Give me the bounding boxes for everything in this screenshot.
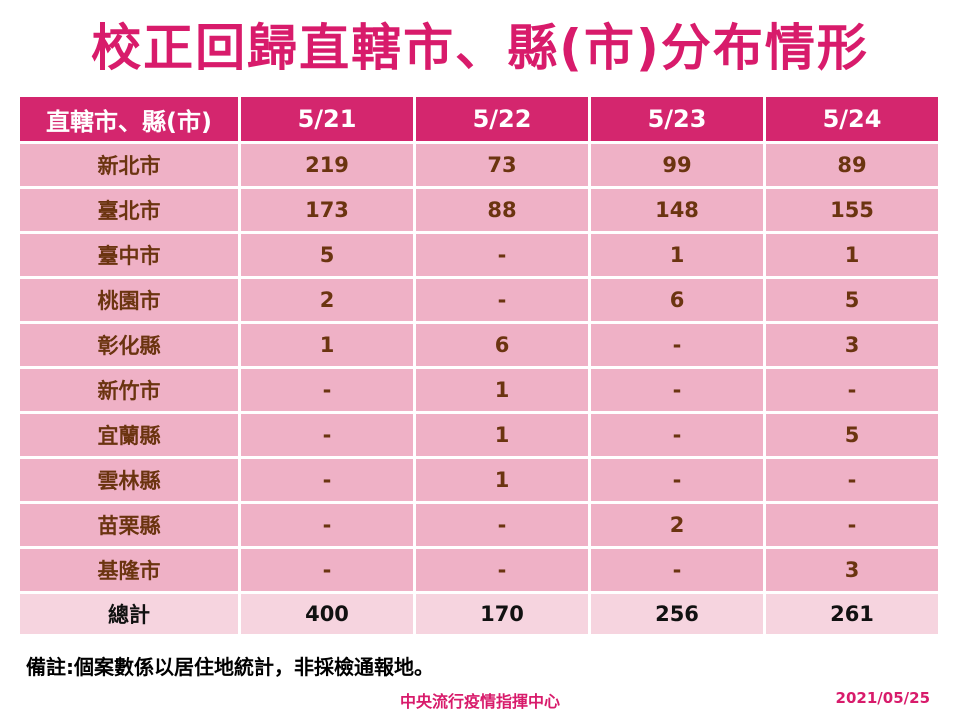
table-cell: - bbox=[241, 549, 413, 591]
table-cell: 5 bbox=[241, 234, 413, 276]
column-header-date: 5/23 bbox=[591, 97, 763, 141]
footnote: 備註:個案數係以居住地統計，非採檢通報地。 bbox=[26, 655, 434, 679]
table-cell: 1 bbox=[591, 234, 763, 276]
table-cell: 1 bbox=[416, 459, 588, 501]
table-cell: - bbox=[591, 414, 763, 456]
row-label: 雲林縣 bbox=[20, 459, 238, 501]
total-label: 總計 bbox=[20, 594, 238, 634]
row-label: 苗栗縣 bbox=[20, 504, 238, 546]
table-cell: 5 bbox=[766, 414, 938, 456]
table-cell: 6 bbox=[591, 279, 763, 321]
table-cell: - bbox=[591, 369, 763, 411]
table-cell: 6 bbox=[416, 324, 588, 366]
table-cell: - bbox=[241, 504, 413, 546]
column-header-date: 5/22 bbox=[416, 97, 588, 141]
column-header-region: 直轄市、縣(市) bbox=[20, 97, 238, 141]
row-label: 臺北市 bbox=[20, 189, 238, 231]
table-cell: - bbox=[416, 549, 588, 591]
table-cell: 2 bbox=[241, 279, 413, 321]
table-cell: 155 bbox=[766, 189, 938, 231]
row-label: 宜蘭縣 bbox=[20, 414, 238, 456]
table-cell: - bbox=[766, 459, 938, 501]
table-cell: - bbox=[241, 459, 413, 501]
table-cell: - bbox=[766, 504, 938, 546]
table-cell: 3 bbox=[766, 324, 938, 366]
table-cell: 99 bbox=[591, 144, 763, 186]
row-label: 新北市 bbox=[20, 144, 238, 186]
table-cell: - bbox=[591, 459, 763, 501]
publish-date: 2021/05/25 bbox=[835, 689, 930, 707]
table-cell: 1 bbox=[766, 234, 938, 276]
table-cell: 5 bbox=[766, 279, 938, 321]
table-cell: 173 bbox=[241, 189, 413, 231]
column-header-date: 5/24 bbox=[766, 97, 938, 141]
table-cell: 88 bbox=[416, 189, 588, 231]
row-label: 新竹市 bbox=[20, 369, 238, 411]
table-cell: 3 bbox=[766, 549, 938, 591]
total-cell: 261 bbox=[766, 594, 938, 634]
row-label: 桃園市 bbox=[20, 279, 238, 321]
table-cell: - bbox=[591, 549, 763, 591]
table-cell: - bbox=[416, 279, 588, 321]
total-cell: 256 bbox=[591, 594, 763, 634]
organization-name: 中央流行疫情指揮中心 bbox=[399, 692, 560, 711]
table-cell: 219 bbox=[241, 144, 413, 186]
total-cell: 170 bbox=[416, 594, 588, 634]
table-cell: - bbox=[241, 414, 413, 456]
table-cell: - bbox=[241, 369, 413, 411]
distribution-table: 直轄市、縣(市) 5/21 5/22 5/23 5/24 新北市 219 73 … bbox=[20, 97, 938, 634]
table-cell: 89 bbox=[766, 144, 938, 186]
table-cell: 1 bbox=[416, 369, 588, 411]
table-cell: 73 bbox=[416, 144, 588, 186]
table-cell: - bbox=[416, 234, 588, 276]
column-header-date: 5/21 bbox=[241, 97, 413, 141]
page-title: 校正回歸直轄市、縣(市)分布情形 bbox=[91, 19, 869, 77]
row-label: 彰化縣 bbox=[20, 324, 238, 366]
row-label: 基隆市 bbox=[20, 549, 238, 591]
table-cell: 2 bbox=[591, 504, 763, 546]
table-cell: 148 bbox=[591, 189, 763, 231]
table-cell: - bbox=[416, 504, 588, 546]
row-label: 臺中市 bbox=[20, 234, 238, 276]
table-cell: 1 bbox=[241, 324, 413, 366]
total-cell: 400 bbox=[241, 594, 413, 634]
table-cell: - bbox=[766, 369, 938, 411]
table-cell: 1 bbox=[416, 414, 588, 456]
table-cell: - bbox=[591, 324, 763, 366]
